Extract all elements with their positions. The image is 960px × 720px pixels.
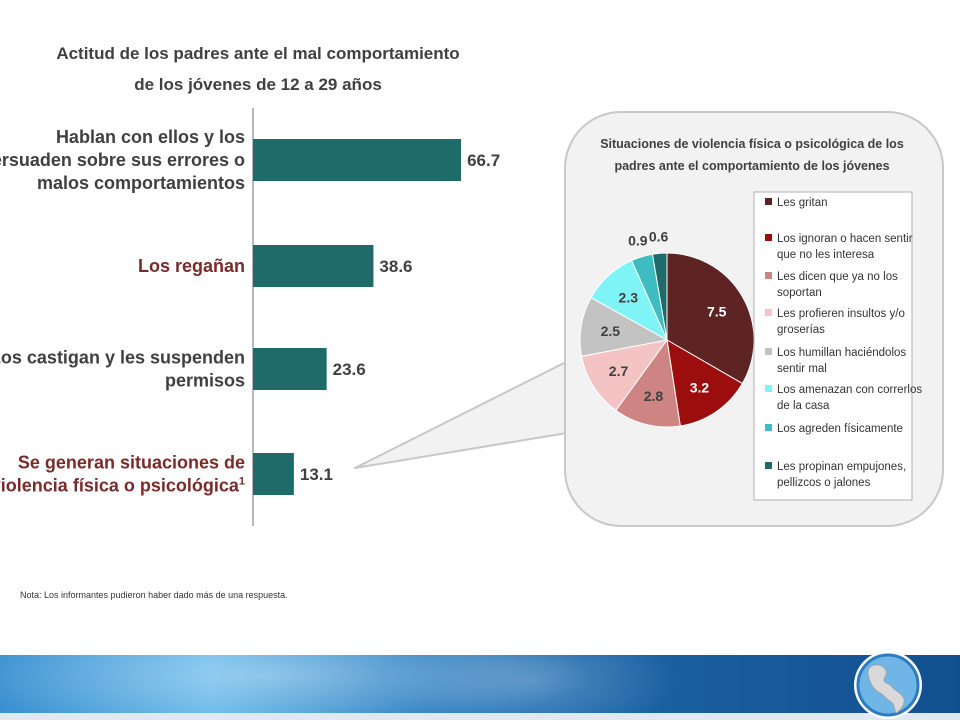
pie-slice (580, 339, 669, 412)
legend-swatch (765, 348, 772, 355)
bar-value-label: 13.1 (300, 465, 333, 484)
legend-entry-label: Los agreden físicamente (777, 423, 903, 435)
legend-entry-label: Los ignoran o hacen sentir (777, 233, 913, 245)
pie-slice (651, 252, 668, 341)
pie-value-label: 0.9 (628, 232, 648, 248)
legend-swatch (765, 272, 772, 279)
pie-chart-title: Situaciones de violencia física o psicol… (600, 137, 904, 151)
legend-entry-label: de la casa (777, 400, 830, 412)
pie-value-label: 2.5 (601, 323, 621, 339)
bar-category-label: malos comportamientos (37, 173, 245, 193)
bar (253, 139, 462, 181)
pie-slice (615, 338, 681, 428)
footnote: Nota: Los informantes pudieron haber dad… (20, 590, 288, 600)
legend-swatch (765, 462, 772, 469)
bar-category-label: permisos (165, 371, 245, 391)
legend-entry-label: Les propinan empujones, (777, 461, 906, 473)
pie-value-label: 2.8 (644, 388, 664, 404)
pie-slice (666, 252, 755, 385)
legend-entry-label: Los humillan haciéndolos (777, 347, 906, 359)
legend-entry-label: sentir mal (777, 363, 827, 375)
pie-legend-box (753, 191, 913, 501)
legend-swatch (765, 309, 772, 316)
legend-swatch (765, 385, 772, 392)
bar-category-label: Los regañan (138, 256, 245, 276)
pie-legend: Les gritan Los ignoran o hacen sentir que … (765, 197, 922, 489)
legend-entry-label: Los amenazan con correrlos (777, 384, 922, 396)
bar-category-label: Hablan con ellos y los (56, 127, 245, 147)
legend-swatch (765, 234, 772, 241)
bar-chart-title: Actitud de los padres ante el mal compor… (56, 44, 459, 63)
pie-slice (666, 339, 744, 427)
bar-category-label: Los castigan y les suspenden (0, 348, 245, 368)
bar-chart-subtitle: de los jóvenes de 12 a 29 años (134, 75, 382, 94)
pie-value-label: 2.3 (619, 290, 639, 306)
bar (253, 453, 294, 495)
bar (253, 245, 374, 287)
legend-entry-label: soportan (777, 287, 822, 299)
bar-value-label: 66.7 (467, 151, 500, 170)
legend-entry-label: groserías (777, 324, 825, 336)
legend-swatch (765, 424, 772, 431)
bar-value-label: 23.6 (333, 360, 366, 379)
bar (253, 348, 327, 390)
bar-category-label: Se generan situaciones de (18, 453, 245, 473)
legend-entry-label: pellizcos o jalones (777, 477, 871, 489)
pie-value-label: 3.2 (690, 379, 710, 395)
callout-pointer-cover (568, 355, 590, 425)
pie-chart-subtitle: padres ante el comportamiento de los jóv… (614, 159, 889, 173)
pie-value-label: 7.5 (707, 303, 727, 319)
legend-entry-label: Les dicen que ya no los (777, 271, 898, 283)
bar-series: 66.7 Hablan con ellos y los persuaden sobr… (0, 108, 500, 526)
legend-swatch (765, 198, 772, 205)
chart-canvas: Actitud de los padres ante el mal compor… (0, 44, 944, 527)
legend-entry-label: que no les interesa (777, 249, 875, 261)
bar-value-label: 38.6 (379, 257, 412, 276)
legend-entry-label: Les profieren insultos y/o (777, 308, 905, 320)
callout-pointer (354, 349, 591, 469)
pie-value-label: 0.6 (649, 228, 669, 244)
footer-banner (0, 655, 960, 713)
legend-entry-label: Les gritan (777, 197, 828, 209)
bar-category-label: persuaden sobre sus errores o (0, 150, 245, 170)
pie-callout-panel: Situaciones de violencia física o psicol… (354, 111, 944, 527)
americas-globe-logo-icon (854, 651, 922, 719)
pie-series: 7.5 3.2 2.8 2.7 2.5 2.3 0.9 0.6 (579, 228, 755, 428)
footer-strip (0, 713, 960, 720)
pie-value-label: 2.7 (609, 363, 629, 379)
footnote-marker: 1 (239, 476, 245, 488)
bar-category-label: violencia física o psicológica1 (0, 476, 245, 496)
